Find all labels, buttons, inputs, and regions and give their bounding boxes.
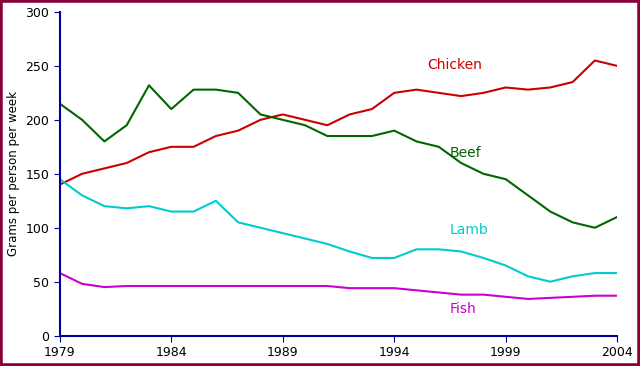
Text: Fish: Fish [450, 302, 477, 316]
Text: Lamb: Lamb [450, 224, 489, 238]
Text: Beef: Beef [450, 146, 481, 160]
Y-axis label: Grams per person per week: Grams per person per week [7, 91, 20, 256]
Text: Chicken: Chicken [428, 58, 483, 72]
